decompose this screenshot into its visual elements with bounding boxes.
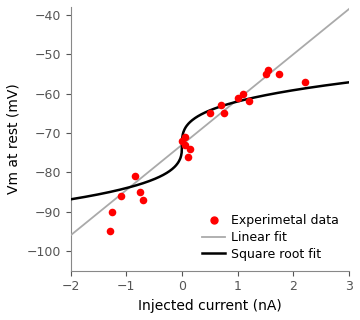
Point — [235, 95, 240, 100]
Point — [185, 154, 190, 159]
Point — [276, 71, 282, 76]
Legend: Experimetal data, Linear fit, Square root fit: Experimetal data, Linear fit, Square roo… — [199, 211, 343, 265]
Point — [302, 79, 307, 84]
Point — [188, 146, 193, 151]
Point — [138, 189, 143, 195]
Point — [263, 71, 269, 76]
Point — [240, 91, 246, 96]
Point — [182, 142, 188, 147]
Point — [109, 209, 115, 214]
Point — [182, 134, 188, 140]
Point — [118, 193, 123, 198]
Point — [221, 111, 227, 116]
Point — [179, 138, 185, 143]
X-axis label: Injected current (nA): Injected current (nA) — [138, 299, 282, 313]
Point — [140, 197, 146, 203]
Point — [107, 229, 112, 234]
Point — [246, 99, 252, 104]
Point — [207, 111, 213, 116]
Point — [265, 68, 271, 73]
Point — [218, 103, 224, 108]
Y-axis label: Vm at rest (mV): Vm at rest (mV) — [7, 84, 21, 194]
Point — [132, 174, 138, 179]
